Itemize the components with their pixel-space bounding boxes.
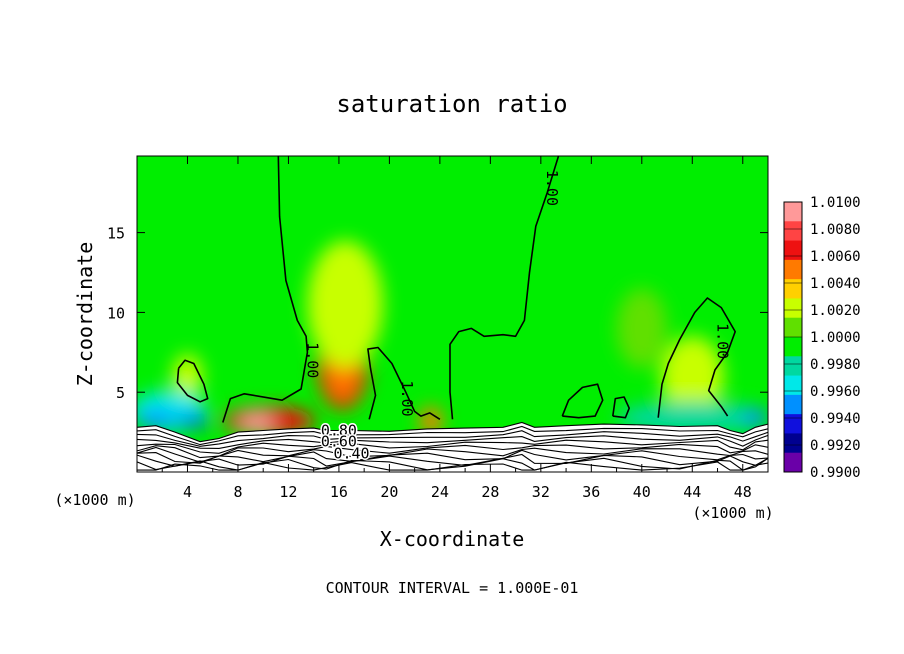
- colorbar-swatch-6: [784, 317, 802, 338]
- colorbar-label-9: 0.9920: [810, 438, 861, 454]
- x-tick-label-3: 16: [330, 483, 348, 501]
- terrain-contour-6: [137, 446, 768, 463]
- x-tick-label-5: 24: [431, 483, 449, 501]
- terrain-contour-4: [137, 439, 768, 454]
- field-blob-7: [660, 336, 724, 417]
- terrain-contour-7: [137, 449, 768, 464]
- colorbar-swatch-2: [784, 240, 802, 261]
- colorbar-swatch-1: [784, 221, 802, 242]
- colorbar-swatch-9: [784, 375, 802, 396]
- x-tick-label-6: 28: [481, 483, 499, 501]
- colorbar: 1.0100 1.0080 1.0060 1.0040 1.0020 1.0000 0.99…: [783, 195, 861, 481]
- colorbar-label-3: 1.0040: [810, 276, 861, 292]
- terrain-contour-0: [137, 421, 768, 443]
- colorbar-swatch-3: [784, 259, 802, 280]
- colorbar-swatch-0: [784, 202, 802, 222]
- x-tick-label-9: 40: [633, 483, 651, 501]
- contour-label-5: 0.60: [321, 432, 357, 450]
- terrain-contour-10: [137, 461, 768, 471]
- colorbar-label-6: 0.9980: [810, 357, 861, 373]
- x-axis-unit: (×1000 m): [692, 504, 773, 522]
- colorbar-swatch-13: [784, 452, 802, 473]
- terrain-contour-9: [137, 457, 768, 471]
- contour-label-4: 0.80: [321, 421, 357, 439]
- field-blob-3: [239, 412, 275, 433]
- y-tick-label-0: 5: [116, 384, 125, 402]
- x-tick-label-2: 12: [279, 483, 297, 501]
- contour-line-4: [561, 383, 604, 419]
- x-tick-label-10: 44: [683, 483, 701, 501]
- colorbar-swatch-8: [784, 356, 802, 377]
- colorbar-swatch-11: [784, 414, 802, 434]
- contour-labels: 1.00 1.00 1.00 1.00 0.800.600.40: [303, 170, 732, 464]
- colorbar-label-5: 1.0000: [810, 330, 861, 346]
- terrain-contour-1: [137, 425, 768, 446]
- contour-line-1: [449, 156, 560, 420]
- contour-line-6: [657, 297, 736, 418]
- colorbar-label-10: 0.9900: [810, 465, 861, 481]
- contour-label-6: 0.40: [333, 444, 369, 462]
- colorbar-swatch-4: [784, 279, 802, 299]
- y-axis-unit: (×1000 m): [54, 491, 135, 509]
- contour-line-5: [612, 396, 630, 419]
- field-blob-10: [177, 414, 211, 428]
- colorbar-label-1: 1.0080: [810, 222, 861, 238]
- colorbar-swatch-12: [784, 433, 802, 454]
- terrain-contour-3: [137, 434, 768, 449]
- terrain-mask: [137, 421, 768, 472]
- chart-title: saturation ratio: [336, 90, 567, 118]
- y-axis-label: Z-coordinate: [73, 242, 97, 387]
- x-tick-label-8: 36: [582, 483, 600, 501]
- colorbar-label-4: 1.0020: [810, 303, 861, 319]
- y-tick-label-1: 10: [107, 304, 125, 322]
- field-blob-13: [616, 288, 668, 369]
- x-axis-label: X-coordinate: [380, 527, 525, 551]
- contour-interval-note: CONTOUR INTERVAL = 1.000E-01: [326, 579, 579, 597]
- contour-line-2: [367, 346, 441, 420]
- terrain-contour-2: [137, 430, 768, 447]
- contour-lines: [176, 156, 736, 423]
- colorbar-label-8: 0.9940: [810, 411, 861, 427]
- contour-line-3: [176, 359, 209, 403]
- x-tick-label-0: 4: [183, 483, 192, 501]
- x-tick-label-11: 48: [734, 483, 752, 501]
- contour-label-0: 1.00: [543, 170, 561, 206]
- colorbar-label-0: 1.0100: [810, 195, 861, 211]
- contour-line-0: [222, 156, 309, 423]
- y-tick-label-2: 15: [107, 225, 125, 243]
- field-blob-9: [137, 411, 177, 428]
- colorbar-label-7: 0.9960: [810, 384, 861, 400]
- field-blob-5: [307, 240, 384, 369]
- contour-label-1: 1.00: [303, 342, 321, 378]
- x-tick-label-7: 32: [532, 483, 550, 501]
- contour-label-3: 1.00: [714, 323, 732, 359]
- x-tick-label-1: 8: [233, 483, 242, 501]
- x-tick-label-4: 20: [380, 483, 398, 501]
- field-blob-12: [742, 408, 768, 428]
- plot-area: 1.00 1.00 1.00 1.00 0.800.600.40: [137, 156, 768, 472]
- colorbar-swatch-5: [784, 298, 802, 319]
- plot-frame: [136, 155, 769, 473]
- colorbar-swatch-7: [784, 337, 802, 357]
- colorbar-label-2: 1.0060: [810, 249, 861, 265]
- colorbar-swatch-10: [784, 394, 802, 415]
- contour-label-2: 1.00: [398, 381, 416, 417]
